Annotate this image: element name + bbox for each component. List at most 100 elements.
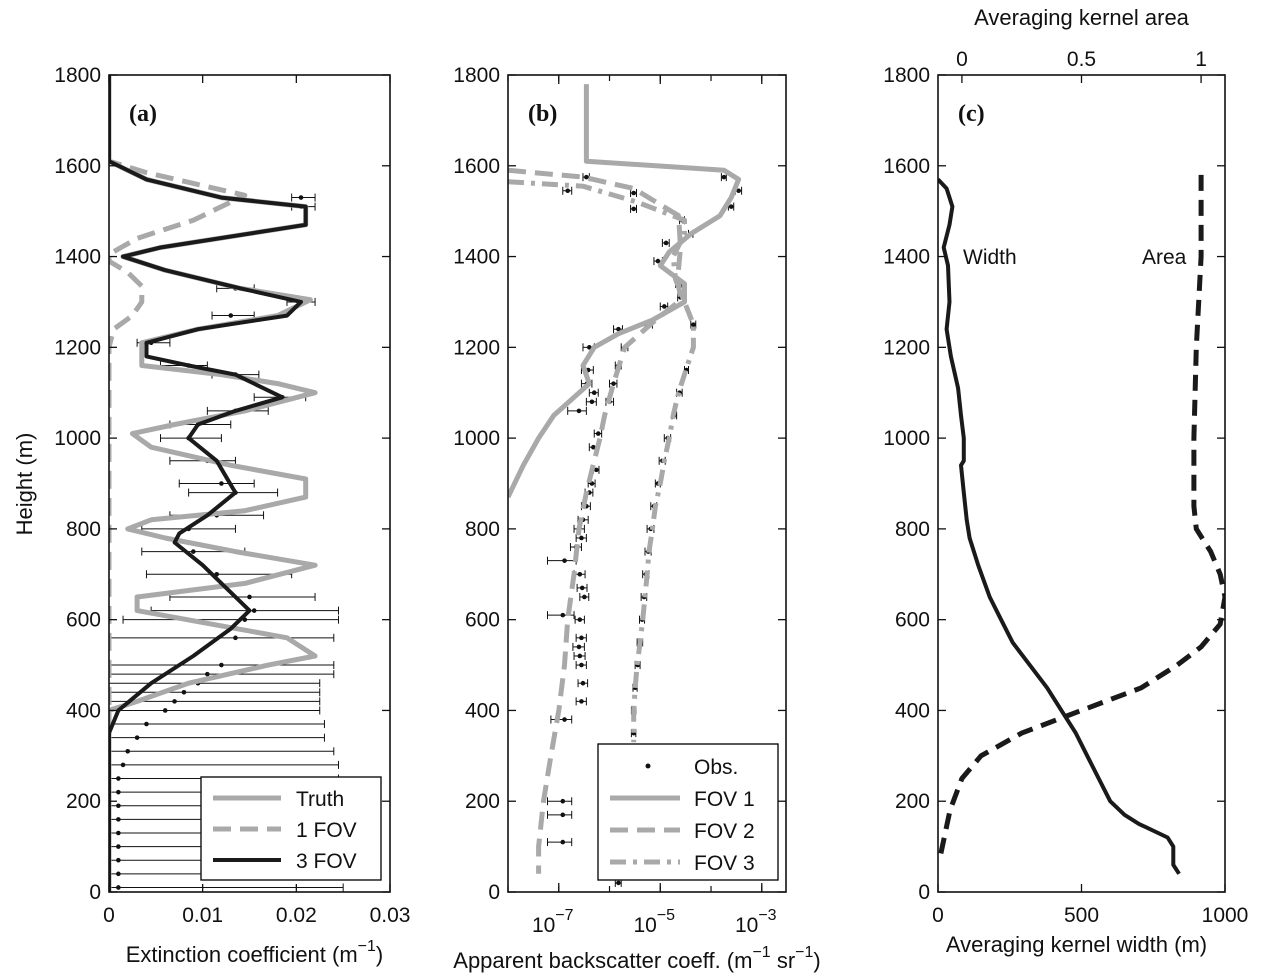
observation-dot — [631, 190, 637, 196]
observation-point — [593, 429, 603, 438]
y-tick-label: 1000 — [54, 427, 101, 450]
observation-dot — [579, 535, 584, 541]
observation-point — [573, 651, 586, 660]
x-tick-label: 0 — [103, 904, 115, 927]
y-tick-label: 1000 — [453, 427, 500, 450]
panel-b: 0 200 400 600 800 1000 1200 1400 1600 1800 10−7 10−… — [453, 64, 820, 973]
observation-dot — [663, 240, 669, 246]
x-tick-label: 0.02 — [276, 904, 317, 927]
observation-point — [577, 679, 589, 688]
observation-dot — [144, 721, 149, 727]
panel-a: 0 200 400 600 800 1000 1200 1400 1600 1800 0 0.01 0.… — [54, 64, 410, 967]
legend-label: 3 FOV — [296, 850, 357, 873]
observation-point — [550, 715, 573, 724]
observation-dot — [560, 798, 566, 804]
observation-dot — [219, 662, 224, 668]
observation-dot — [134, 735, 140, 740]
observation-point — [109, 760, 339, 769]
observation-point — [291, 193, 316, 202]
observation-dot — [595, 431, 601, 436]
observation-dot — [233, 635, 238, 641]
annotation-width: Width — [963, 246, 1017, 269]
observation-dot — [589, 399, 595, 405]
legend-label: FOV 3 — [694, 852, 755, 875]
x-axis-label-exponent: −1 — [358, 938, 376, 955]
observation-dot — [116, 776, 121, 781]
series-line-fov-3 — [508, 179, 696, 743]
observation-dot — [560, 812, 566, 818]
observation-dot — [205, 671, 210, 677]
observation-dot — [721, 174, 727, 180]
observation-point — [574, 615, 585, 624]
observation-dot — [661, 304, 667, 309]
observation-dot — [116, 803, 121, 809]
y-tick-label: 1600 — [54, 155, 101, 178]
observation-point — [575, 697, 587, 706]
observation-point — [169, 592, 316, 601]
observation-dot — [251, 608, 257, 613]
y-tick-label: 0 — [918, 881, 930, 904]
observation-dot — [247, 594, 252, 600]
observation-dot — [584, 174, 589, 180]
y-tick-label: 600 — [66, 609, 101, 632]
legend-label: FOV 2 — [694, 820, 755, 843]
observation-dot — [181, 689, 187, 695]
observation-dot — [162, 708, 168, 713]
y-tick-label: 1400 — [54, 246, 101, 269]
observation-dot — [579, 662, 584, 668]
x-tick-label: 1000 — [1202, 904, 1249, 927]
axes-frame — [507, 74, 787, 893]
x-axis-label: Apparent backscatter coeff. (m−1 sr−1) — [453, 944, 820, 973]
plot-area — [109, 75, 344, 892]
y-tick-label: 1800 — [883, 64, 930, 87]
observation-point — [630, 189, 637, 198]
legend-box — [597, 743, 779, 881]
observation-dot — [577, 653, 583, 659]
y-tick-label: 1600 — [883, 155, 930, 178]
observation-point — [588, 388, 599, 397]
observation-dot — [172, 699, 177, 704]
observation-point — [109, 688, 321, 697]
y-tick-label: 1200 — [453, 336, 500, 359]
observation-point — [546, 556, 577, 565]
y-tick-label: 600 — [465, 609, 500, 632]
legend-swatch — [645, 763, 651, 769]
x-tick-label-exponent: −5 — [657, 907, 675, 924]
y-tick-label: 0 — [89, 881, 101, 904]
observation-dot — [562, 717, 567, 722]
observation-dot — [191, 549, 196, 554]
x-tick-label: 0 — [932, 904, 944, 927]
observation-dot — [582, 594, 587, 600]
y-tick-label: 1400 — [453, 246, 500, 269]
observation-point — [579, 592, 590, 601]
observation-dot — [576, 644, 582, 650]
observation-dot — [116, 871, 121, 877]
observation-dot — [565, 188, 570, 194]
observation-dot — [577, 617, 583, 622]
y-tick-label: 1000 — [883, 427, 930, 450]
series-line-3-fov — [109, 75, 308, 892]
observation-point — [567, 406, 587, 415]
observation-point — [211, 311, 255, 320]
observation-point — [613, 325, 623, 334]
observation-point — [109, 661, 335, 670]
x-axis-label-exponent: −1 — [795, 944, 813, 961]
observation-point — [661, 238, 670, 247]
observation-dot — [611, 381, 616, 386]
observation-dot — [728, 204, 734, 209]
x-tick-label-exponent: −7 — [555, 907, 573, 924]
x-axis-label-part: sr — [771, 948, 795, 973]
x-top-tick-label: 0.5 — [1067, 48, 1096, 71]
observation-dot — [579, 635, 584, 641]
observation-point — [109, 720, 325, 729]
observation-dot — [691, 322, 696, 327]
panel-label: (b) — [528, 101, 557, 127]
x-tick-label-exponent: −3 — [758, 907, 776, 924]
observation-dot — [219, 481, 224, 486]
observation-point — [562, 186, 573, 195]
observation-point — [575, 661, 587, 670]
x-tick-label: 0.01 — [182, 904, 223, 927]
observation-dot — [116, 885, 121, 890]
